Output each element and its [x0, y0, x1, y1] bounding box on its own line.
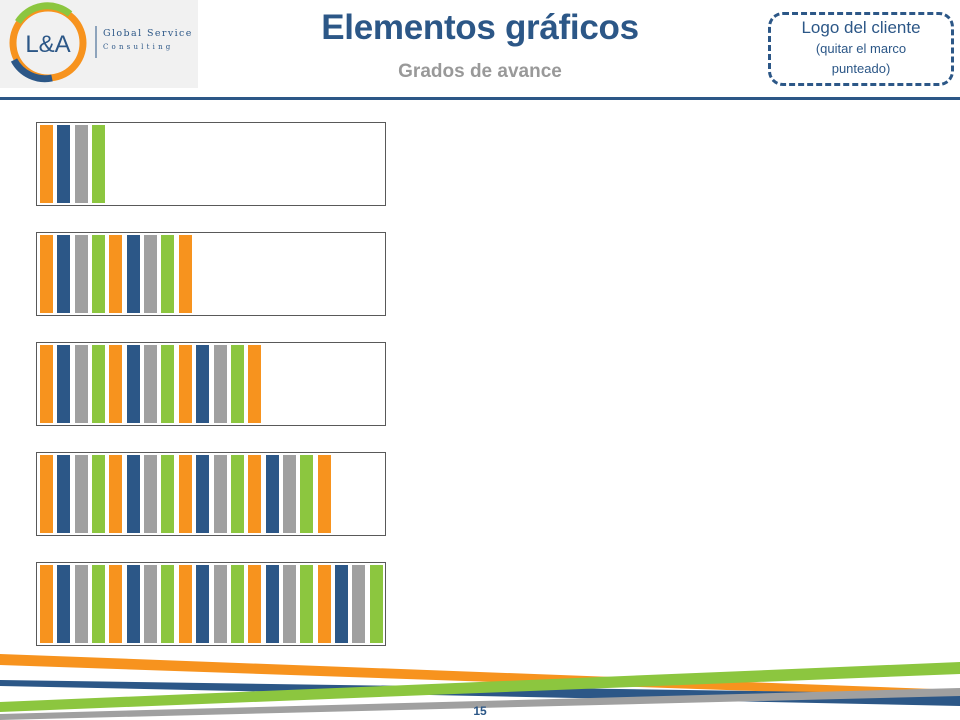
progress-stripe: [161, 455, 175, 533]
progress-stripe: [126, 235, 140, 313]
progress-stripe: [317, 455, 331, 533]
progress-stripe: [144, 565, 158, 643]
progress-stripe: [161, 345, 175, 423]
progress-stripe: [74, 345, 88, 423]
progress-stripe: [300, 455, 314, 533]
progress-stripe: [161, 565, 175, 643]
progress-stripe: [265, 455, 279, 533]
progress-stripe: [317, 565, 331, 643]
header-divider: [0, 97, 960, 100]
progress-stripe: [109, 455, 123, 533]
progress-stripe: [144, 235, 158, 313]
progress-stripe: [40, 125, 53, 203]
progress-stripe: [213, 455, 227, 533]
progress-stripe: [196, 455, 210, 533]
progress-stripe: [126, 345, 140, 423]
progress-stripe: [178, 345, 192, 423]
progress-stripe: [230, 455, 244, 533]
progress-stripe: [109, 345, 123, 423]
progress-stripe: [352, 565, 366, 643]
progress-stripe: [109, 235, 123, 313]
progress-stripe: [57, 235, 71, 313]
progress-stripe: [178, 565, 192, 643]
logo-ring-icon: L&A: [9, 2, 97, 83]
progress-bar-3: [36, 342, 386, 426]
progress-bar-1: [36, 122, 386, 206]
progress-stripe: [282, 565, 296, 643]
progress-stripe: [74, 125, 88, 203]
progress-stripe: [92, 235, 106, 313]
progress-bar-4: [36, 452, 386, 536]
progress-stripe: [230, 565, 244, 643]
progress-stripe: [213, 565, 227, 643]
progress-stripe: [57, 455, 71, 533]
progress-stripe: [196, 345, 210, 423]
page-number: 15: [473, 704, 487, 718]
progress-stripe: [144, 455, 158, 533]
logo-initials: L&A: [25, 31, 70, 58]
progress-stripe: [248, 455, 262, 533]
progress-stripe: [178, 455, 192, 533]
logo-company-name: Global Service: [103, 28, 193, 39]
progress-stripe: [74, 235, 88, 313]
progress-stripe: [178, 235, 192, 313]
progress-stripe: [300, 565, 314, 643]
progress-bar-5: [36, 562, 386, 646]
progress-stripe: [92, 565, 106, 643]
progress-stripe: [40, 565, 53, 643]
progress-bar-2: [36, 232, 386, 316]
progress-stripe: [248, 345, 262, 423]
progress-stripe: [265, 565, 279, 643]
progress-stripe: [92, 345, 106, 423]
progress-stripe: [248, 565, 262, 643]
client-logo-note: (quitar el marco punteado): [815, 41, 907, 76]
progress-stripe: [74, 455, 88, 533]
progress-stripe: [40, 345, 53, 423]
progress-stripe: [334, 565, 348, 643]
client-logo-placeholder[interactable]: Logo del cliente (quitar el marco puntea…: [768, 12, 954, 86]
progress-stripe: [109, 565, 123, 643]
progress-stripe: [92, 455, 106, 533]
progress-stripe: [57, 125, 71, 203]
progress-stripe: [213, 345, 227, 423]
progress-stripe: [57, 565, 71, 643]
progress-stripe: [144, 345, 158, 423]
progress-stripe: [161, 235, 175, 313]
footer-waves: [0, 654, 960, 720]
page-subtitle: Grados de avance: [398, 61, 562, 82]
progress-stripe: [40, 455, 53, 533]
client-logo-label: Logo del cliente: [801, 18, 921, 37]
progress-stripe: [126, 455, 140, 533]
progress-stripe: [92, 125, 106, 203]
progress-stripe: [282, 455, 296, 533]
company-logo: L&A Global Service Consulting: [0, 0, 198, 88]
progress-stripe: [40, 235, 53, 313]
progress-stripe: [126, 565, 140, 643]
progress-stripe: [57, 345, 71, 423]
logo-company-sub: Consulting: [103, 43, 174, 51]
page-title: Elementos gráficos: [321, 8, 639, 47]
progress-stripe: [230, 345, 244, 423]
progress-stripe: [74, 565, 88, 643]
progress-stripe: [369, 565, 383, 643]
progress-stripe: [196, 565, 210, 643]
